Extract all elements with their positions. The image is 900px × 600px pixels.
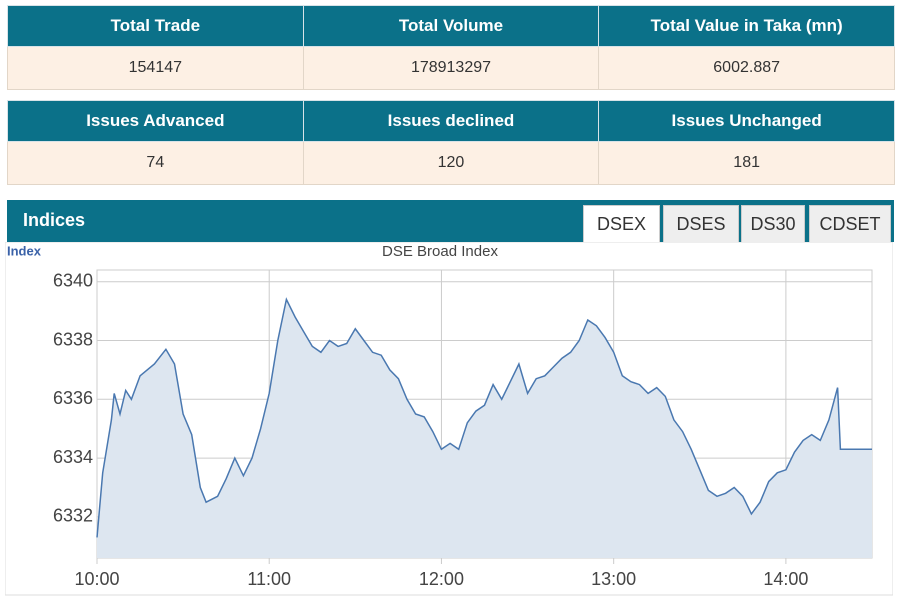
x-tick-label: 12:00 <box>419 569 464 589</box>
summary-table: Total Trade Total Volume Total Value in Ta… <box>7 5 895 90</box>
tab[interactable]: DS30 <box>741 205 805 242</box>
x-tick-label: 13:00 <box>591 569 636 589</box>
y-tick-label: 6340 <box>53 271 93 291</box>
y-tick-label: 6338 <box>53 329 93 349</box>
tab[interactable]: DSES <box>663 205 739 242</box>
header: Issues declined <box>302 100 600 142</box>
cell: 181 <box>598 141 895 185</box>
line <box>96 297 872 538</box>
x-tick-label: 14:00 <box>763 569 808 589</box>
header: Total Trade <box>7 5 304 47</box>
cell: 74 <box>7 141 304 185</box>
x-tick-label: 11:00 <box>247 569 291 589</box>
indices-bar: Indices DSEX DSES DS30 CDSET <box>7 200 894 246</box>
y-tick-label: 6332 <box>53 506 93 526</box>
y-tick-label: 6334 <box>53 447 93 467</box>
header: Total Value in Taka (mn) <box>598 5 895 47</box>
area <box>97 299 872 558</box>
chart-title: DSE Broad Index <box>382 243 498 260</box>
issues-table: Issues Advanced Issues declined Issues Unc… <box>7 100 895 185</box>
x-tick-label: 10:00 <box>74 569 119 589</box>
header: Total Volume <box>302 5 600 47</box>
indices-title: Indices <box>23 210 86 230</box>
cell: 154147 <box>7 46 304 90</box>
tab[interactable]: CDSET <box>809 205 891 242</box>
header: Issues Unchanged <box>598 100 895 142</box>
cell: 120 <box>302 141 600 185</box>
y-label: Index <box>7 243 42 258</box>
chart: Index DSE Broad Index 6332 6334 6336 6338 63… <box>5 242 893 596</box>
tab[interactable]: DSEX <box>583 205 660 246</box>
cell: 6002.887 <box>598 46 895 90</box>
cell: 178913297 <box>302 46 600 90</box>
header: Issues Advanced <box>7 100 304 142</box>
y-tick-label: 6336 <box>53 388 93 408</box>
